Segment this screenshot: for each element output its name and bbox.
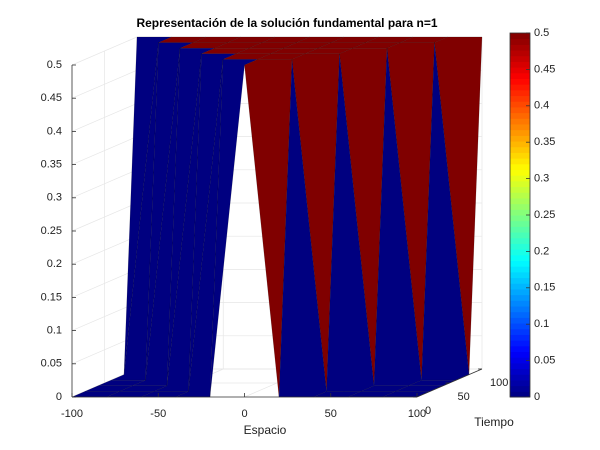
colorbar-swatch: [510, 294, 530, 301]
colorbar-swatch: [510, 135, 530, 142]
colorbar-swatch: [510, 220, 530, 227]
colorbar-swatch: [510, 67, 530, 74]
colorbar-tick-label: 0.3: [534, 173, 549, 185]
colorbar-swatch: [510, 61, 530, 68]
x-axis-label: Espacio: [244, 423, 287, 437]
colorbar-swatch: [510, 288, 530, 296]
colorbar-swatch: [510, 146, 530, 153]
z-tick-label: 0.45: [41, 92, 62, 104]
colorbar-tick-label: 0: [534, 391, 540, 403]
colorbar-swatch: [510, 33, 530, 40]
y-tick-label: 100: [490, 377, 508, 389]
colorbar-tick-label: 0.5: [534, 27, 549, 39]
colorbar-swatch: [510, 300, 530, 307]
colorbar-swatch: [510, 106, 530, 114]
colorbar-swatch: [510, 101, 530, 108]
colorbar-swatch: [510, 118, 530, 125]
colorbar-tick-label: 0.1: [534, 318, 549, 330]
colorbar-swatch: [510, 141, 530, 148]
colorbar-swatch: [510, 50, 530, 57]
colorbar-tick-label: 0.45: [534, 63, 555, 75]
colorbar-tick-label: 0.2: [534, 245, 549, 257]
colorbar-swatch: [510, 158, 530, 165]
colorbar-swatch: [510, 38, 530, 45]
colorbar-swatch: [510, 328, 530, 335]
chart-title: Representación de la solución fundamenta…: [136, 16, 437, 30]
colorbar-tick-label: 0.4: [534, 100, 549, 112]
colorbar-swatch: [510, 385, 530, 392]
colorbar-swatch: [510, 260, 530, 267]
colorbar-swatch: [510, 243, 530, 250]
colorbar-swatch: [510, 192, 530, 199]
z-tick-label: 0.4: [47, 125, 62, 137]
colorbar-swatch: [510, 340, 530, 347]
colorbar-swatch: [510, 379, 530, 387]
colorbar-swatch: [510, 317, 530, 324]
colorbar-swatch: [510, 197, 530, 205]
colorbar-swatch: [510, 283, 530, 290]
colorbar-swatch: [510, 203, 530, 210]
colorbar-swatch: [510, 345, 530, 352]
z-tick-label: 0.2: [47, 258, 62, 270]
colorbar-swatch: [510, 237, 530, 244]
y-tick-label: 50: [458, 391, 470, 403]
colorbar-swatch: [510, 129, 530, 136]
colorbar-swatch: [510, 232, 530, 239]
colorbar-swatch: [510, 357, 530, 364]
colorbar-swatch: [510, 362, 530, 370]
y-axis-label: Tiempo: [474, 415, 514, 429]
colorbar-swatch: [510, 254, 530, 261]
x-tick-label: 0: [241, 408, 247, 420]
colorbar-swatch: [510, 84, 530, 91]
colorbar-swatch: [510, 163, 530, 170]
colorbar-swatch: [510, 266, 530, 273]
z-tick-label: 0.05: [41, 358, 62, 370]
x-tick-label: 50: [325, 408, 337, 420]
colorbar-swatch: [510, 186, 530, 193]
x-tick-label: 100: [408, 408, 426, 420]
colorbar-swatch: [510, 169, 530, 176]
z-tick-label: 0.25: [41, 225, 62, 237]
colorbar-swatch: [510, 368, 530, 375]
colorbar-swatch: [510, 277, 530, 284]
z-tick-label: 0.15: [41, 291, 62, 303]
colorbar-swatch: [510, 215, 530, 222]
x-tick-label: -50: [150, 408, 166, 420]
colorbar-swatch: [510, 311, 530, 318]
colorbar-swatch: [510, 249, 530, 256]
z-tick-label: 0.3: [47, 192, 62, 204]
colorbar-swatch: [510, 72, 530, 79]
colorbar-swatch: [510, 112, 530, 119]
colorbar-tick-label: 0.35: [534, 136, 555, 148]
colorbar-swatch: [510, 334, 530, 341]
colorbar-swatch: [510, 175, 530, 182]
colorbar-swatch: [510, 180, 530, 188]
colorbar-swatch: [510, 44, 530, 51]
colorbar-swatch: [510, 209, 530, 216]
colorbar-tick-label: 0.25: [534, 209, 555, 221]
colorbar-swatch: [510, 124, 530, 131]
colorbar-tick-label: 0.15: [534, 282, 555, 294]
x-tick-label: -100: [61, 408, 83, 420]
colorbar-swatch: [510, 89, 530, 97]
colorbar-swatch: [510, 226, 530, 233]
colorbar-swatch: [510, 351, 530, 358]
colorbar-swatch: [510, 271, 530, 279]
colorbar-swatch: [510, 95, 530, 102]
colorbar-swatch: [510, 55, 530, 62]
y-tick-label: 0: [425, 405, 431, 417]
colorbar-swatch: [510, 78, 530, 85]
colorbar-swatch: [510, 323, 530, 330]
colorbar-tick-label: 0.05: [534, 355, 555, 367]
colorbar-swatch: [510, 306, 530, 313]
colorbar-swatch: [510, 152, 530, 159]
z-tick-label: 0.35: [41, 159, 62, 171]
z-tick-label: 0: [56, 391, 62, 403]
colorbar-swatch: [510, 391, 530, 398]
colorbar-swatch: [510, 374, 530, 381]
z-tick-label: 0.5: [47, 59, 62, 71]
z-tick-label: 0.1: [47, 325, 62, 337]
